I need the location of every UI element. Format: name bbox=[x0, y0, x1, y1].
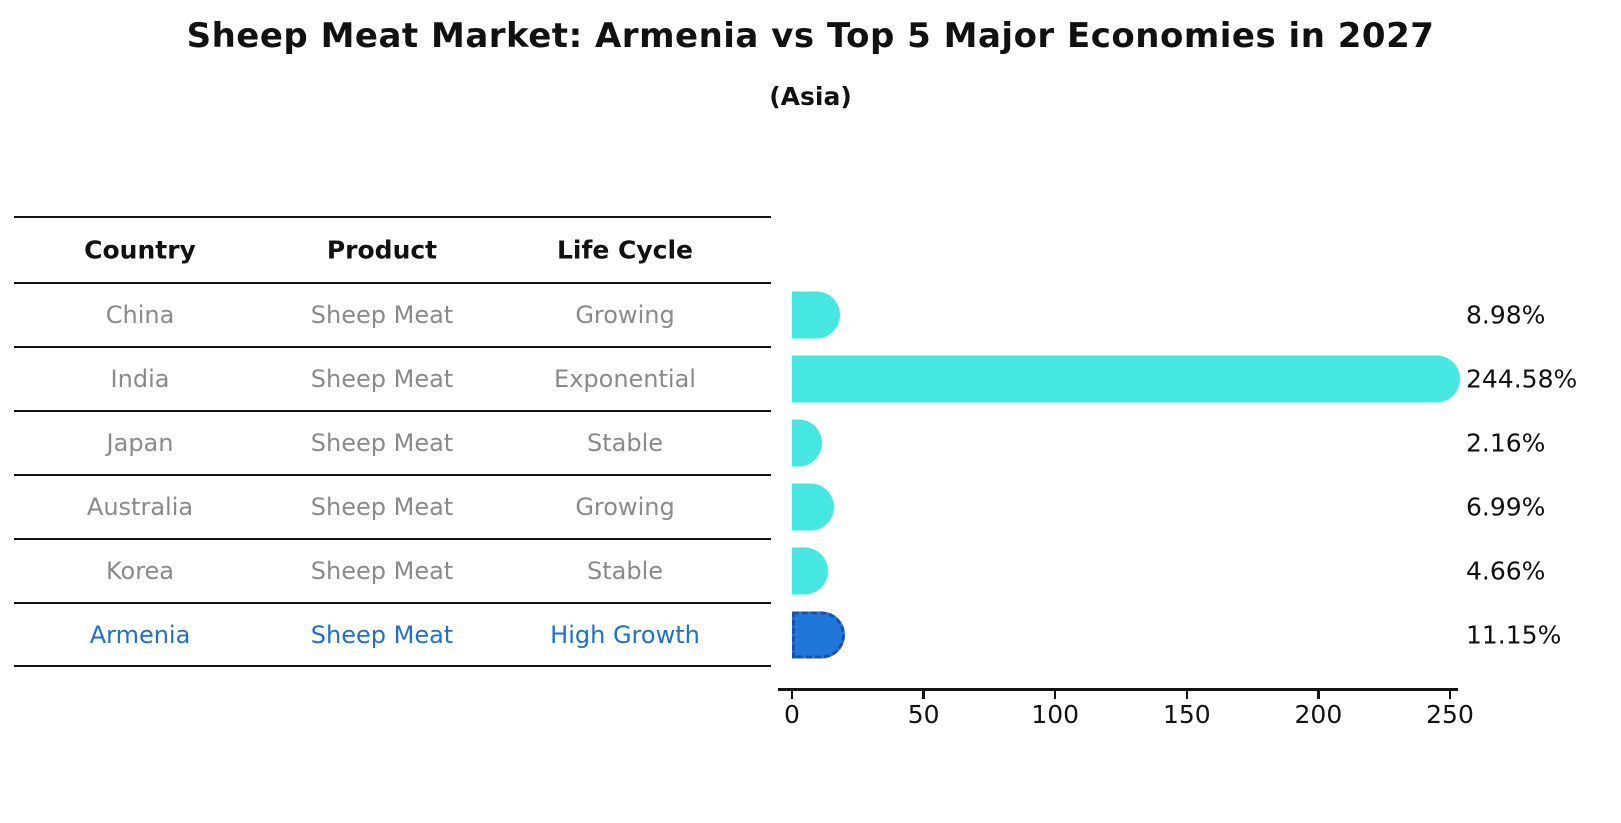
header-cell-country: Country bbox=[84, 235, 196, 265]
row-divider-line bbox=[14, 602, 771, 604]
row-divider-line bbox=[14, 410, 771, 412]
page-title: Sheep Meat Market: Armenia vs Top 5 Majo… bbox=[186, 16, 1435, 56]
bar-highlight-armenia bbox=[792, 611, 846, 658]
table-cell-country: Australia bbox=[86, 493, 194, 521]
table-cell-life-cycle: Stable bbox=[586, 557, 664, 585]
table-cell-country: Korea bbox=[105, 557, 175, 585]
row-divider-line bbox=[14, 346, 771, 348]
table-cell-life-cycle: Exponential bbox=[554, 365, 696, 393]
x-axis-tick-mark bbox=[790, 690, 794, 699]
bar-australia bbox=[792, 483, 835, 531]
table-cell-country: China bbox=[105, 301, 175, 329]
x-axis-tick-label: 100 bbox=[1031, 700, 1080, 729]
row-divider-line bbox=[14, 474, 771, 476]
value-label: 244.58% bbox=[1466, 364, 1578, 394]
table-cell-product: Sheep Meat bbox=[310, 493, 454, 521]
table-cell-product: Sheep Meat bbox=[310, 365, 454, 393]
value-label: 6.99% bbox=[1466, 492, 1546, 522]
bar-china bbox=[792, 291, 840, 339]
value-label: 2.16% bbox=[1466, 428, 1546, 458]
x-axis-tick-label: 50 bbox=[907, 700, 940, 729]
x-axis-tick-label: 200 bbox=[1294, 700, 1343, 729]
x-axis-tick-mark bbox=[922, 690, 925, 699]
row-divider-line bbox=[14, 216, 771, 218]
x-axis-tick-mark bbox=[1317, 690, 1320, 699]
table-cell-life-cycle: High Growth bbox=[550, 620, 700, 649]
table-cell-country: Japan bbox=[106, 429, 174, 457]
header-cell-life-cycle: Life Cycle bbox=[556, 235, 694, 265]
table-cell-product: Sheep Meat bbox=[310, 620, 454, 649]
bar-korea bbox=[792, 547, 829, 595]
table-cell-product: Sheep Meat bbox=[310, 557, 454, 585]
table-cell-product: Sheep Meat bbox=[310, 429, 454, 457]
x-axis-line bbox=[778, 688, 1458, 691]
value-label: 8.98% bbox=[1466, 300, 1546, 330]
x-axis-tick-mark bbox=[1185, 690, 1189, 699]
table-cell-life-cycle: Growing bbox=[575, 493, 675, 521]
table-cell-life-cycle: Stable bbox=[586, 429, 664, 457]
table-cell-country: India bbox=[110, 365, 170, 393]
bar-india bbox=[792, 355, 1460, 403]
row-divider-line bbox=[14, 538, 771, 540]
x-axis-tick-mark bbox=[1053, 690, 1057, 699]
x-axis-tick-label: 0 bbox=[784, 700, 800, 729]
x-axis-tick-label: 150 bbox=[1162, 700, 1211, 729]
page-subtitle: (Asia) bbox=[769, 82, 852, 111]
header-cell-product: Product bbox=[326, 235, 438, 265]
row-divider-line bbox=[14, 282, 771, 284]
value-label: 4.66% bbox=[1466, 556, 1546, 586]
table-cell-life-cycle: Growing bbox=[575, 301, 675, 329]
bar-japan bbox=[792, 419, 822, 467]
value-label: 11.15% bbox=[1466, 620, 1562, 649]
table-cell-product: Sheep Meat bbox=[310, 301, 454, 329]
table-cell-country: Armenia bbox=[89, 620, 191, 649]
x-axis-tick-label: 250 bbox=[1426, 700, 1474, 729]
row-divider-line bbox=[14, 665, 771, 667]
x-axis-tick-mark bbox=[1448, 690, 1452, 699]
